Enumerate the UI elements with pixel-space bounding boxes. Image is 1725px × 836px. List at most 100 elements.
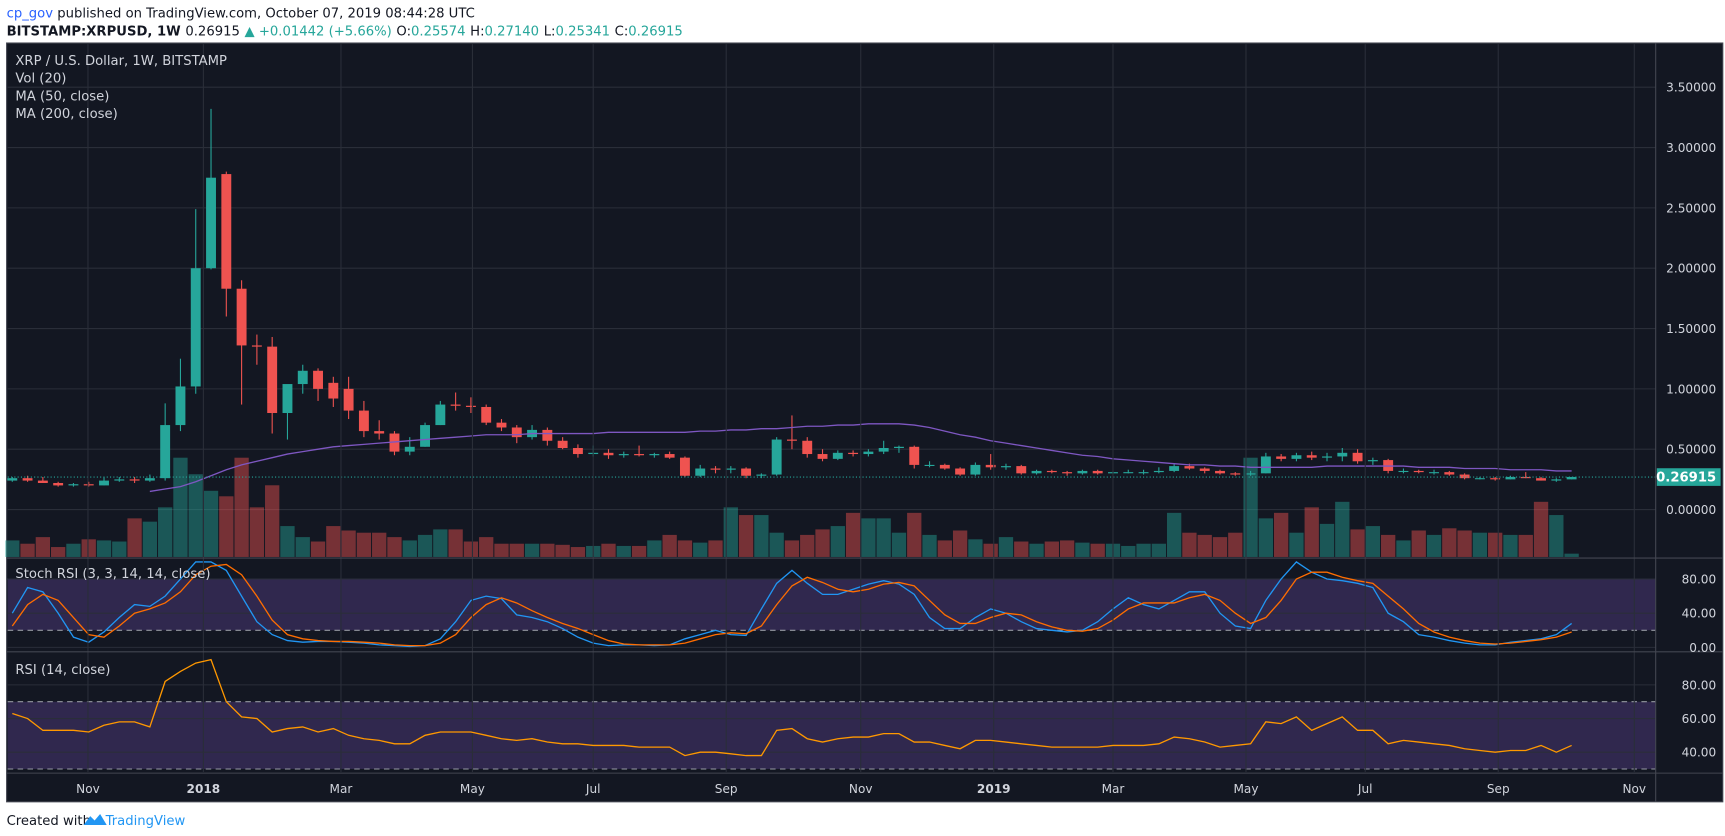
volume-bar xyxy=(1090,543,1105,557)
volume-bar xyxy=(891,532,907,557)
volume-bar xyxy=(1426,534,1442,557)
last-price-box xyxy=(1656,468,1721,486)
candle-body xyxy=(420,425,430,447)
x-tick-label: Mar xyxy=(330,782,353,796)
candle-body xyxy=(771,439,782,475)
volume-bar xyxy=(387,537,402,557)
brand[interactable]: TradingView xyxy=(105,814,186,829)
indicator-line xyxy=(11,563,1572,647)
volume-bar xyxy=(830,526,845,557)
candle-body xyxy=(1169,466,1180,471)
y-tick-label: 2.00000 xyxy=(1666,262,1716,276)
candle-body xyxy=(848,452,859,455)
ohlc-key: H: xyxy=(470,24,484,39)
candle-body xyxy=(22,478,33,481)
volume-bar xyxy=(1289,532,1304,557)
volume-bar xyxy=(876,518,891,557)
band-fill xyxy=(7,701,1656,770)
volume-bar xyxy=(356,532,372,557)
volume-bar xyxy=(50,547,66,557)
candle-body xyxy=(909,446,920,465)
volume-bar xyxy=(35,537,51,557)
volume-bar xyxy=(677,540,693,557)
candle-body xyxy=(1215,470,1225,474)
volume-bar xyxy=(1182,532,1197,557)
candle-body xyxy=(511,427,522,438)
volume-bar xyxy=(158,507,173,557)
candle-body xyxy=(664,454,675,458)
x-tick-label: Sep xyxy=(715,782,738,796)
candle-body xyxy=(557,440,568,449)
volume-bar xyxy=(861,518,876,557)
candle-body xyxy=(374,431,385,434)
volume-bar xyxy=(448,529,463,557)
volume-bar xyxy=(907,512,922,557)
candle-body xyxy=(985,464,996,468)
author[interactable]: cp_gov xyxy=(7,7,54,22)
volume-bar xyxy=(1396,540,1411,557)
x-tick-label: 2018 xyxy=(187,782,221,796)
legend-entry: Vol (20) xyxy=(15,72,66,87)
volume-bar xyxy=(693,542,708,557)
candle-body xyxy=(1490,478,1501,480)
candle-body xyxy=(404,446,415,452)
candle-body xyxy=(1459,474,1470,479)
volume-bar xyxy=(845,512,861,557)
volume-bar xyxy=(1319,523,1335,557)
candle-body xyxy=(1367,460,1378,462)
volume-bar xyxy=(203,490,219,557)
candle-body xyxy=(1046,470,1057,473)
stoch-title: Stoch RSI (3, 3, 14, 14, close) xyxy=(15,567,210,582)
volume-bar xyxy=(265,485,280,557)
volume-bar xyxy=(937,540,952,557)
volume-bar xyxy=(188,474,203,557)
volume-bar xyxy=(769,532,784,557)
ohlc-key: O: xyxy=(396,24,411,39)
candle-body xyxy=(160,425,171,479)
legend-entry: MA (50, close) xyxy=(15,89,109,104)
ohlc-value: 0.27140 xyxy=(485,24,540,39)
ohlc-value: 0.25574 xyxy=(411,24,466,39)
volume-bar xyxy=(417,534,433,557)
candle-body xyxy=(496,422,507,428)
candle-body xyxy=(1001,466,1011,468)
candle-body xyxy=(267,346,278,414)
volume-bar xyxy=(708,540,723,557)
volume-bar xyxy=(784,540,800,557)
candle-body xyxy=(542,429,553,441)
volume-bar xyxy=(1273,512,1289,557)
y-tick-label: 1.50000 xyxy=(1666,322,1716,336)
candle-body xyxy=(1016,466,1027,474)
candle-body xyxy=(1184,466,1195,469)
candle-body xyxy=(1566,476,1577,480)
volume-bar xyxy=(1350,529,1365,557)
candle-body xyxy=(1474,478,1485,480)
volume-bar xyxy=(1365,526,1381,557)
x-tick-label: May xyxy=(460,782,485,796)
y-tick-label: 2.50000 xyxy=(1666,201,1716,215)
volume-bar xyxy=(234,457,249,557)
x-tick-label: Jul xyxy=(585,782,601,796)
volume-bar xyxy=(463,541,479,557)
candle-body xyxy=(1306,455,1317,458)
volume-bar xyxy=(494,543,509,557)
volume-bar xyxy=(555,544,570,557)
volume-bar xyxy=(922,534,937,557)
candle-body xyxy=(1505,476,1516,480)
volume-bar xyxy=(112,541,127,557)
candle-body xyxy=(114,479,125,481)
x-tick-label: 2019 xyxy=(977,782,1011,796)
candle-body xyxy=(236,288,247,346)
symbol: BITSTAMP:XRPUSD, 1W xyxy=(7,24,182,39)
volume-bar xyxy=(952,530,968,557)
candle-body xyxy=(99,480,109,486)
candle-body xyxy=(741,468,752,476)
candle-body xyxy=(618,454,629,456)
ohlc-key: L: xyxy=(544,24,556,39)
candle-body xyxy=(894,446,904,449)
candle-body xyxy=(1230,473,1241,475)
y-tick-label: 0.50000 xyxy=(1666,443,1716,457)
candle-body xyxy=(1337,452,1348,457)
volume-bar xyxy=(341,530,356,557)
